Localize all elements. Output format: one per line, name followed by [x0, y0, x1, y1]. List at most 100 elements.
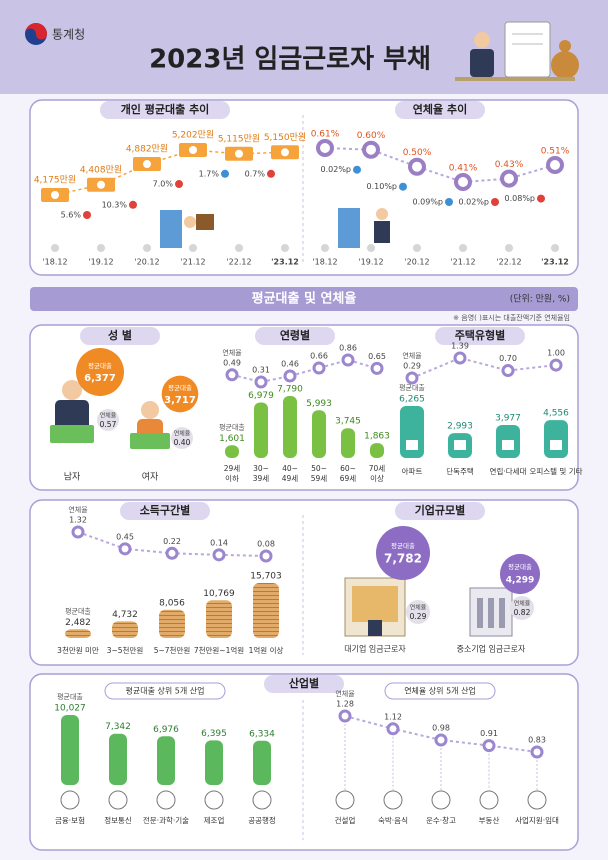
- value-label: 4,408만원: [80, 164, 122, 175]
- dot-label: 1.32: [69, 516, 87, 525]
- axis-dot: [505, 244, 513, 252]
- dot: [501, 364, 515, 378]
- bar-label: 8,056: [159, 598, 185, 608]
- bar-label: 6,979: [248, 391, 274, 401]
- loan-value: 6,377: [84, 373, 116, 384]
- bar: [253, 583, 279, 638]
- banknote-symbol: [281, 148, 289, 157]
- bar: [370, 443, 384, 458]
- delinquency-value: 0.40: [174, 438, 191, 447]
- house-icon: [502, 440, 514, 450]
- axis-dot: [143, 244, 151, 252]
- delinquency-caption: 연체율: [222, 349, 242, 357]
- banknote-symbol: [97, 180, 105, 189]
- category-label: 대기업 임금근로자: [344, 645, 406, 654]
- change-label: 0.10%p: [367, 182, 398, 191]
- axis-dot: [281, 244, 289, 252]
- change-label: 10.3%: [102, 200, 128, 209]
- dot: [362, 140, 380, 159]
- loan-caption: 평균대출: [65, 606, 91, 615]
- change-label: 7.0%: [153, 180, 174, 189]
- industry-icon: [60, 790, 80, 810]
- panel-title: 개인 평균대출 추이: [121, 102, 210, 116]
- change-icon: [221, 169, 229, 178]
- loan-caption: 평균대출: [57, 692, 83, 701]
- category-label: 이하: [225, 473, 239, 483]
- bar: [65, 629, 91, 638]
- delinquency-bubble: [406, 600, 430, 624]
- industry-icon: [431, 790, 451, 810]
- change-icon: [83, 211, 91, 219]
- dot: [386, 722, 400, 736]
- tab: [80, 327, 160, 345]
- bar: [225, 445, 239, 458]
- x-tick-label: '22.12: [496, 258, 521, 267]
- dot: [549, 358, 563, 372]
- delinquency-bubble: [97, 409, 119, 431]
- dot-label: 0.46: [281, 360, 299, 369]
- axis-dot: [235, 244, 243, 252]
- category-label: 사업지원·임대: [515, 816, 559, 825]
- x-tick-label: '18.12: [42, 258, 67, 267]
- dot-label: 0.98: [432, 724, 450, 733]
- bar-label: 4,556: [543, 409, 569, 419]
- agency-logo: [25, 23, 47, 40]
- section-title: 평균대출 및 연체율: [252, 291, 357, 307]
- panel-title: 성 별: [108, 328, 132, 342]
- agency-name: 통계청: [52, 28, 85, 42]
- dot: [341, 353, 355, 367]
- x-tick-label: '20.12: [404, 258, 429, 267]
- dot: [500, 169, 518, 188]
- category-label: 중소기업 임금근로자: [457, 645, 526, 654]
- change-icon: [491, 198, 499, 206]
- loan-caption: 평균대출: [508, 562, 532, 571]
- industry-icon: [252, 790, 272, 810]
- x-tick-label: '18.12: [312, 258, 337, 267]
- industry-icon: [156, 790, 176, 810]
- change-icon: [175, 180, 183, 189]
- bar-label: 10,769: [203, 589, 235, 599]
- dot-label: 0.41%: [449, 164, 478, 174]
- panel: [29, 499, 579, 666]
- category-label: 69세: [340, 474, 357, 483]
- banknote-symbol: [51, 191, 59, 199]
- bar-label: 7,342: [105, 722, 131, 732]
- dot: [370, 361, 384, 375]
- tab: [395, 101, 485, 119]
- bar: [157, 736, 175, 785]
- dot-label: 0.66: [310, 352, 328, 361]
- industry-icon: [527, 790, 547, 810]
- category-label: 40~: [282, 464, 298, 473]
- x-tick-label: '22.12: [226, 258, 251, 267]
- dot: [546, 156, 564, 174]
- loan-caption: 평균대출: [391, 541, 415, 550]
- category-label: 정보통신: [104, 815, 132, 825]
- category-label: 3천만원 미만: [57, 645, 99, 655]
- change-icon: [445, 198, 453, 206]
- dot-label: 1.39: [451, 342, 469, 351]
- dot: [408, 157, 426, 176]
- trend-line: [411, 356, 557, 379]
- unit: (단위: 만원, %): [510, 294, 570, 305]
- dot: [405, 371, 419, 385]
- change-icon: [129, 200, 137, 209]
- category-label: 29세: [224, 464, 241, 473]
- category-label: 전문·과학·기술: [143, 815, 189, 825]
- x-tick-label: '19.12: [88, 258, 113, 267]
- dot: [530, 745, 544, 759]
- axis-dot: [459, 244, 467, 252]
- loan-caption: 평균대출: [88, 361, 112, 370]
- delinquency-caption: 연체율: [335, 690, 355, 698]
- bar-label: 3,977: [495, 413, 521, 423]
- dot-label: 0.14: [210, 538, 228, 547]
- bar: [109, 733, 127, 785]
- bar-label: 6,395: [201, 729, 227, 739]
- axis-dot: [413, 244, 421, 252]
- bar: [544, 420, 568, 458]
- bar: [400, 406, 424, 458]
- subtitle-box: [104, 682, 226, 700]
- change-label: 1.7%: [199, 169, 220, 178]
- category-label: 단독주택: [446, 466, 474, 476]
- dot: [283, 369, 297, 383]
